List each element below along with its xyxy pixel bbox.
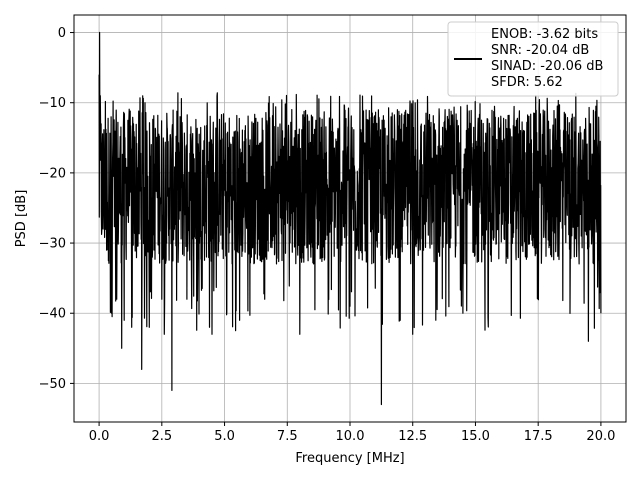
y-tick-label: −10 (39, 96, 66, 111)
x-tick-label: 17.5 (524, 429, 553, 444)
series-layer (98, 31, 602, 406)
y-tick-label: −30 (39, 237, 66, 252)
y-tick-label: −40 (39, 307, 66, 322)
x-tick-label: 15.0 (461, 429, 490, 444)
psd-series-line (98, 31, 602, 406)
legend-box (447, 21, 619, 97)
y-tick-label: −20 (39, 166, 66, 181)
x-tick-label: 0.0 (89, 429, 110, 444)
x-axis-label: Frequency [MHz] (295, 451, 404, 466)
x-tick-label: 2.5 (151, 429, 172, 444)
x-tick-label: 12.5 (398, 429, 427, 444)
x-tick-label: 10.0 (336, 429, 365, 444)
x-tick-label: 20.0 (586, 429, 615, 444)
ticks: 0.0 2.5 5.0 7.5 10.0 12.5 15.0 17.5 20.0 0 −10 −20 −… (39, 26, 616, 444)
y-tick-label: −50 (39, 377, 66, 392)
y-axis-label: PSD [dB] (14, 190, 29, 248)
legend-sinad: SINAD: -20.06 dB (491, 59, 603, 74)
y-tick-label: 0 (58, 26, 66, 41)
x-tick-label: 5.0 (214, 429, 235, 444)
legend-enob: ENOB: -3.62 bits (491, 27, 598, 42)
legend-sfdr: SFDR: 5.62 (491, 75, 563, 90)
legend-snr: SNR: -20.04 dB (491, 43, 589, 58)
x-tick-label: 7.5 (277, 429, 298, 444)
legend: ENOB: -3.62 bits SNR: -20.04 dB SINAD: -… (447, 21, 619, 97)
